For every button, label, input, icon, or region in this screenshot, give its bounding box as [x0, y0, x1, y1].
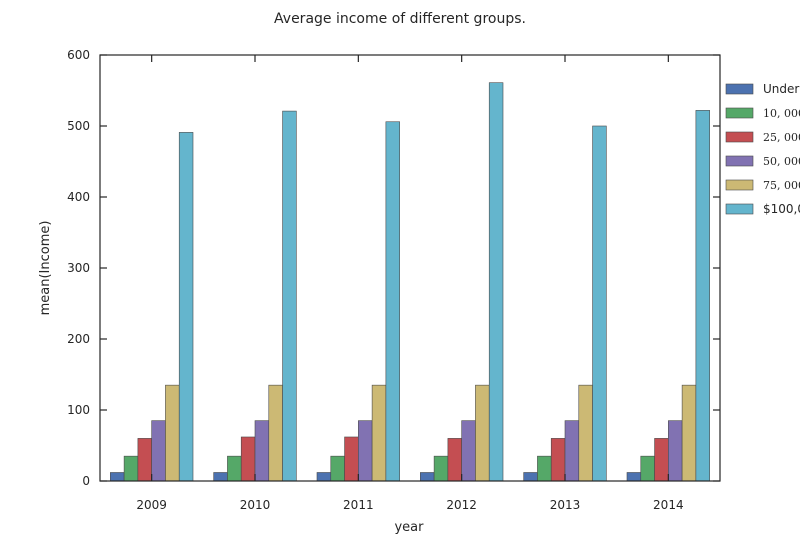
- bar-2011-series-1: [330, 455, 345, 482]
- bar-2013-series-3: [564, 420, 580, 482]
- y-tick-label: 200: [67, 332, 90, 346]
- bar-2009-series-5: [178, 132, 194, 482]
- bar-2010-series-0: [213, 472, 228, 482]
- y-tick-label: 500: [67, 119, 90, 133]
- bar-2014-series-2: [654, 438, 669, 482]
- legend-swatch: [725, 155, 754, 167]
- y-tick-label: 600: [67, 48, 90, 62]
- bar-2013-series-5: [592, 125, 607, 482]
- bar-2014-series-4: [681, 384, 697, 482]
- legend-label: Under: [763, 82, 799, 96]
- x-tick-label: 2012: [446, 498, 477, 512]
- bar-2010-series-1: [227, 455, 242, 482]
- bar-2012-series-4: [475, 384, 490, 482]
- y-tick-label: 100: [67, 403, 90, 417]
- x-tick-label: 2010: [240, 498, 271, 512]
- bar-2010-series-2: [240, 436, 256, 482]
- legend-label: 50, 000: [763, 155, 800, 168]
- plot-area: 0 100 200 300 400 500 600 2009 2010 2011 2012 2013 2…: [67, 48, 721, 512]
- legend-swatch: [725, 203, 754, 215]
- bar-2013-series-1: [537, 455, 552, 482]
- chart-title: Average income of different groups.: [274, 11, 526, 27]
- bar-2012-series-1: [433, 455, 449, 482]
- legend-label: 25, 000: [763, 131, 800, 144]
- bar-2013-series-4: [578, 384, 593, 482]
- legend-swatch: [725, 179, 754, 191]
- legend-label: 10, 000: [763, 107, 800, 120]
- bar-2014-series-5: [695, 110, 710, 482]
- x-tick-label: 2009: [136, 498, 167, 512]
- bar-2012-series-5: [488, 82, 504, 482]
- y-tick-label: 0: [82, 474, 90, 488]
- bar-2011-series-5: [385, 121, 400, 482]
- bar-2014-series-3: [668, 420, 683, 482]
- bar-2009-series-1: [123, 455, 139, 482]
- bar-2012-series-3: [461, 420, 476, 482]
- x-tick-label: 2011: [343, 498, 374, 512]
- legend-label: $100,0: [763, 202, 800, 216]
- bar-2009-series-3: [151, 420, 166, 482]
- bar-2014-series-0: [626, 472, 642, 482]
- bar-2011-series-2: [344, 436, 359, 482]
- bar-2012-series-0: [420, 472, 435, 482]
- legend-label: 75, 000: [763, 179, 800, 192]
- bar-2010-series-3: [254, 420, 270, 482]
- legend-swatch: [725, 131, 754, 143]
- legend-swatch: [725, 83, 754, 95]
- y-tick-label: 300: [67, 261, 90, 275]
- x-axis-label: year: [394, 520, 424, 535]
- bar-2014-series-1: [640, 455, 655, 482]
- x-tick-label: 2014: [653, 498, 684, 512]
- bar-2013-series-0: [523, 472, 538, 482]
- bar-2010-series-5: [282, 110, 297, 482]
- legend: Under 10, 000 25, 000 50, 000 75, 000 $100,0: [725, 82, 800, 216]
- bar-2013-series-2: [550, 438, 566, 482]
- x-tick-label: 2013: [550, 498, 581, 512]
- y-tick-label: 400: [67, 190, 90, 204]
- bar-2009-series-2: [137, 438, 152, 482]
- bar-2009-series-4: [165, 384, 180, 482]
- bar-2011-series-0: [316, 472, 332, 482]
- y-axis-label: mean(Income): [38, 221, 53, 316]
- bar-2009-series-0: [110, 472, 125, 482]
- bar-2012-series-2: [447, 438, 462, 482]
- bar-2011-series-4: [371, 384, 387, 482]
- legend-swatch: [725, 107, 754, 119]
- bar-2011-series-3: [358, 420, 373, 482]
- bar-2010-series-4: [268, 384, 283, 482]
